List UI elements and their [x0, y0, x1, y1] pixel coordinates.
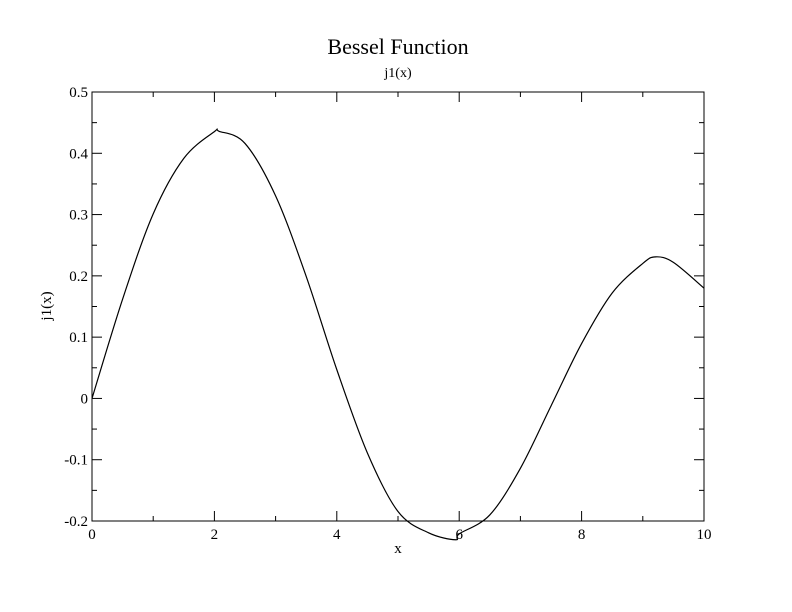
x-tick-label: 8	[578, 527, 586, 543]
x-tick-label: 10	[697, 527, 712, 543]
y-axis-label: j1(x)	[39, 291, 55, 321]
x-axis-label: x	[394, 541, 402, 557]
series-layer	[91, 128, 705, 541]
x-axis-ticks	[91, 92, 705, 521]
y-tick-label: 0.3	[69, 208, 88, 224]
y-tick-label: 0.1	[69, 330, 88, 346]
y-tick-label: -0.2	[64, 514, 88, 530]
chart-subtitle: j1(x)	[383, 66, 412, 81]
y-axis-ticks	[92, 91, 704, 522]
y-tick-label: 0.4	[69, 146, 88, 162]
y-tick-label: 0	[81, 391, 89, 407]
x-tick-label: 6	[455, 527, 463, 543]
y-tick-label: 0.5	[69, 85, 88, 101]
y-axis-tick-labels: -0.2 -0.1 0 0.1 0.2 0.3 0.4 0.5	[64, 85, 88, 530]
y-tick-label: 0.2	[69, 269, 88, 285]
plot-frame	[91, 91, 705, 522]
x-axis-tick-labels: 0 2 4 6 8 10	[88, 527, 711, 543]
x-tick-label: 0	[88, 527, 96, 543]
y-tick-label: -0.1	[64, 453, 88, 469]
chart-title: Bessel Function	[327, 34, 468, 59]
series-line-0	[91, 128, 705, 541]
x-tick-label: 2	[211, 527, 219, 543]
x-tick-label: 4	[333, 527, 341, 543]
